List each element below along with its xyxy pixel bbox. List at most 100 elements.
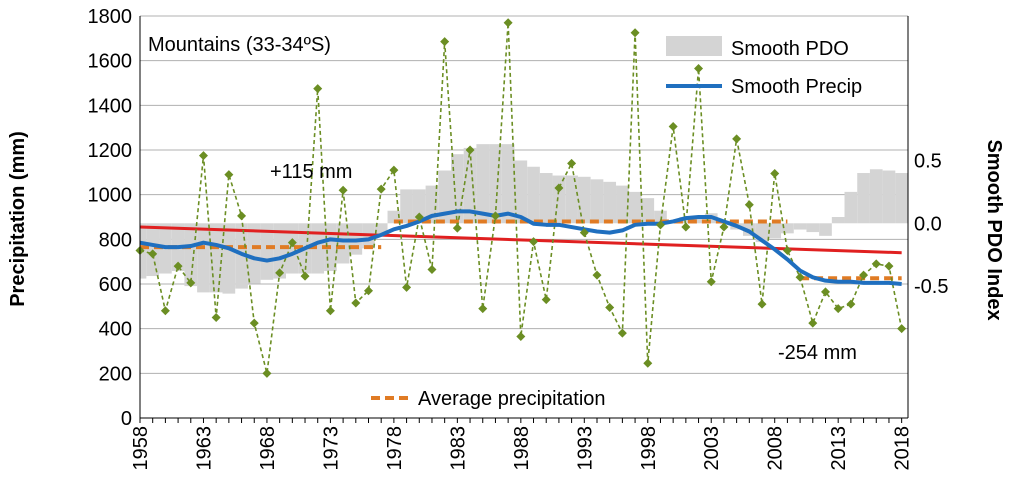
annotation-increase: +115 mm (270, 161, 352, 183)
y-tick-label: 1200 (88, 140, 133, 162)
pdo-bar (247, 223, 261, 284)
pdo-bar (857, 173, 870, 224)
pdo-bar (577, 176, 591, 224)
annotation-decrease: -254 mm (778, 342, 857, 364)
x-tick-label: 1968 (257, 426, 279, 471)
precip-point (719, 222, 729, 232)
pdo-bar (438, 170, 452, 224)
pdo-bar (793, 223, 807, 230)
pdo-bar (844, 191, 858, 224)
pdo-bar (527, 166, 540, 224)
precip-point (211, 313, 221, 322)
pdo-bar (311, 223, 325, 274)
precip-point (465, 145, 475, 155)
precip-point (237, 211, 247, 221)
x-tick-label: 1983 (447, 426, 469, 471)
pdo-bar (781, 223, 794, 234)
precip-point (681, 222, 691, 232)
y-tick-label: 1000 (88, 185, 133, 207)
precip-point (313, 84, 323, 94)
x-tick-label: 1958 (130, 426, 152, 471)
precip-point (592, 270, 602, 280)
precip-point (554, 183, 564, 193)
precip-point (706, 277, 716, 287)
pdo-bar (197, 223, 210, 293)
precip-point (770, 168, 780, 178)
precip-point (478, 304, 488, 314)
precip-point (859, 270, 869, 280)
pdo-bar (412, 189, 426, 224)
y2-tick-label: 0.0 (914, 213, 942, 235)
precip-point (490, 211, 500, 221)
y2-tick-label: -0.5 (914, 276, 948, 298)
pdo-bar (590, 179, 604, 224)
precip-point (529, 237, 539, 247)
pdo-bar (882, 170, 896, 224)
pdo-bar (539, 173, 553, 224)
precip-point (287, 238, 297, 248)
precip-point (503, 18, 513, 28)
precip-point (325, 306, 335, 316)
precip-point (605, 302, 615, 312)
y-tick-label: 0 (121, 408, 132, 430)
precip-point (617, 328, 627, 338)
precip-point (808, 318, 818, 328)
chart-title: Mountains (33-34ºS) (148, 34, 331, 56)
x-tick-label: 1963 (193, 426, 215, 471)
precip-point (630, 28, 640, 38)
precip-point (186, 278, 196, 288)
x-tick-label: 2003 (701, 426, 723, 471)
smooth-precip-line (139, 209, 902, 286)
precip-point (782, 246, 792, 255)
x-tick-label: 1993 (574, 426, 596, 471)
precip-point (452, 223, 462, 233)
precip-point (160, 306, 170, 316)
pdo-bar (285, 223, 299, 274)
precip-point (757, 299, 767, 309)
precip-point (833, 304, 843, 314)
precip-point (300, 271, 310, 281)
y2-axis-title: Smooth PDO Index (983, 139, 1005, 320)
pdo-bar (565, 175, 578, 224)
precip-point (643, 358, 653, 368)
precip-point (249, 318, 259, 328)
pdo-bar (489, 144, 502, 224)
pdo-bar (260, 223, 274, 280)
x-tick-label: 1998 (638, 426, 660, 471)
legend-label-average-precip: Average precipitation (418, 388, 606, 410)
precip-point (224, 170, 234, 180)
precip-point (262, 368, 272, 378)
pdo-bar (476, 144, 490, 224)
y-tick-label: 800 (99, 229, 132, 251)
pdo-bar (209, 223, 223, 293)
x-tick-label: 2008 (765, 426, 787, 471)
pdo-bar (768, 223, 782, 239)
pdo-bar (692, 217, 705, 224)
pdo-bar (501, 144, 515, 224)
precip-point (541, 295, 551, 305)
precip-point (198, 151, 208, 161)
legend: Smooth PDO Smooth Precip Average precipi… (371, 36, 862, 410)
precip-point (820, 287, 830, 297)
pdo-bar (400, 189, 413, 224)
precip-point (732, 134, 742, 144)
precip-point (173, 261, 183, 271)
precip-point (338, 185, 348, 195)
precip-point (579, 228, 589, 238)
pdo-bar (895, 173, 908, 224)
precip-point (414, 212, 424, 222)
x-tick-label: 2018 (892, 426, 914, 471)
pdo-bar (603, 181, 617, 224)
precip-point (897, 324, 907, 334)
precip-point (389, 165, 399, 175)
x-tick-label: 1973 (320, 426, 342, 471)
axes: 0 200 400 600 800 1000 1200 1400 1600 1800 0.5 0.0 -… (88, 6, 949, 471)
pdo-bar (641, 198, 655, 224)
precip-point (516, 331, 526, 341)
precip-point (694, 63, 704, 73)
pdo-bar (616, 185, 629, 224)
precip-markers (135, 18, 907, 378)
pdo-bar (463, 147, 477, 224)
y-axis-title: Precipitation (mm) (7, 131, 29, 307)
pdo-bar (628, 191, 642, 224)
